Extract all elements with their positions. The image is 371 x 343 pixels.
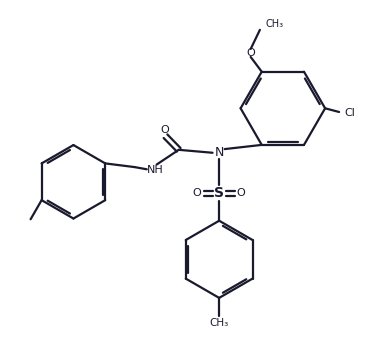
Text: O: O (160, 125, 169, 135)
Text: O: O (246, 48, 255, 58)
Text: O: O (237, 188, 246, 198)
Text: O: O (193, 188, 201, 198)
Text: N: N (214, 146, 224, 159)
Text: CH₃: CH₃ (210, 318, 229, 328)
Text: NH: NH (147, 165, 163, 175)
Text: CH₃: CH₃ (265, 19, 283, 29)
Text: S: S (214, 186, 224, 200)
Text: Cl: Cl (345, 108, 355, 118)
